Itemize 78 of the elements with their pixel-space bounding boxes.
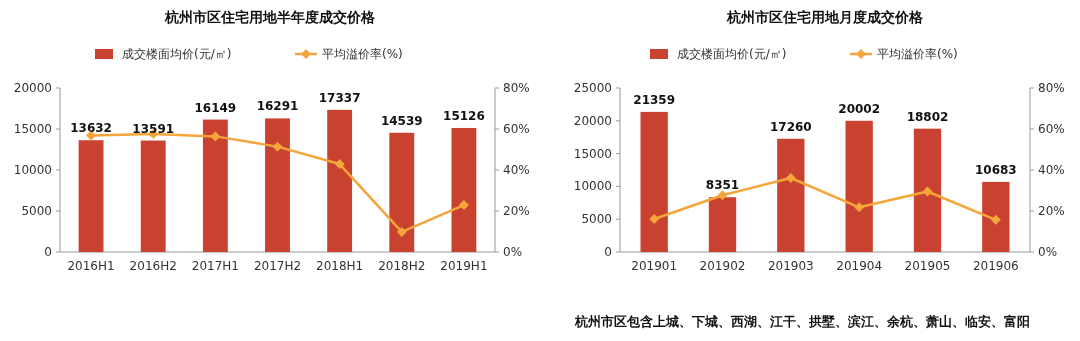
bar	[451, 127, 477, 252]
y2-tick-label: 20%	[1038, 204, 1065, 218]
chart-title: 杭州市区住宅用地半年度成交价格	[164, 9, 376, 25]
x-tick-label: 2016H1	[67, 259, 115, 273]
point	[334, 159, 345, 170]
y2-tick-label: 40%	[1038, 163, 1065, 177]
point	[990, 214, 1001, 225]
x-tick-label: 2018H1	[316, 259, 364, 273]
data-label: 16291	[256, 99, 299, 114]
point	[854, 202, 865, 213]
bar	[78, 140, 104, 252]
data-label: 20002	[838, 101, 881, 116]
bar	[640, 111, 668, 252]
y-tick-label: 20000	[573, 113, 612, 128]
y2-tick-label: 20%	[503, 204, 530, 218]
y-tick-label: 0	[44, 245, 52, 259]
x-tick-label: 2017H2	[253, 259, 302, 273]
data-label: 16149	[194, 100, 237, 115]
data-label: 15126	[443, 108, 485, 123]
legend-label: 成交楼面均价(元/㎡)	[677, 47, 787, 61]
bar	[202, 119, 228, 252]
y2-tick-label: 60%	[503, 122, 530, 136]
legend-label: 平均溢价率(%)	[877, 47, 958, 61]
data-label: 13632	[70, 121, 112, 136]
data-label: 10683	[974, 162, 1017, 177]
y-tick-label: 10000	[13, 163, 52, 177]
x-tick-label: 201903	[767, 259, 814, 273]
data-label: 17337	[318, 90, 361, 105]
data-label: 21359	[633, 92, 676, 107]
x-tick-label: 2016H2	[129, 259, 177, 273]
y2-tick-label: 0%	[503, 245, 523, 259]
y-tick-label: 5000	[21, 204, 52, 218]
data-label: 17260	[769, 119, 812, 134]
y-tick-label: 15000	[573, 146, 612, 161]
point	[785, 172, 796, 183]
text: 杭州市区包含上城、下城、西湖、江干、拱墅、滨江、余杭、萧山、临安、富阳	[574, 314, 1030, 329]
point	[458, 200, 469, 211]
y-tick-label: 20000	[13, 81, 52, 95]
y-tick-label: 5000	[581, 212, 612, 227]
bar	[389, 132, 415, 252]
y2-tick-label: 80%	[1038, 81, 1065, 95]
point	[396, 226, 407, 237]
data-label: 13591	[132, 121, 175, 136]
y2-tick-label: 80%	[503, 81, 530, 95]
legend-label: 成交楼面均价(元/㎡)	[122, 47, 232, 61]
point	[649, 213, 660, 224]
bar	[982, 181, 1010, 252]
bar	[327, 109, 353, 252]
point	[717, 190, 728, 201]
x-tick-label: 201902	[699, 259, 746, 273]
x-tick-label: 2018H2	[378, 259, 426, 273]
bar	[140, 140, 166, 252]
x-tick-label: 201901	[631, 259, 678, 273]
x-tick-label: 201906	[972, 259, 1019, 273]
y2-tick-label: 40%	[503, 163, 530, 177]
chart-title: 杭州市区住宅用地月度成交价格	[726, 9, 924, 25]
data-label: 18802	[906, 109, 949, 124]
y2-tick-label: 60%	[1038, 122, 1065, 136]
x-tick-label: 201905	[904, 259, 951, 273]
point	[922, 186, 933, 197]
point	[272, 141, 283, 152]
y-tick-label: 25000	[573, 81, 612, 95]
y-tick-label: 15000	[13, 122, 52, 136]
y2-tick-label: 0%	[1038, 245, 1058, 259]
y-tick-label: 10000	[573, 179, 612, 194]
x-tick-label: 201904	[836, 259, 883, 273]
bar	[708, 197, 737, 252]
x-tick-label: 2017H1	[191, 259, 239, 273]
y-tick-label: 0	[604, 245, 612, 259]
bar	[845, 120, 873, 252]
data-label: 14539	[380, 113, 423, 128]
bar	[265, 118, 290, 252]
data-label: 8351	[705, 178, 740, 193]
point	[210, 131, 221, 142]
bar	[913, 128, 942, 252]
legend-label: 平均溢价率(%)	[322, 47, 403, 61]
x-tick-label: 2019H1	[440, 259, 488, 273]
bar	[777, 138, 805, 252]
